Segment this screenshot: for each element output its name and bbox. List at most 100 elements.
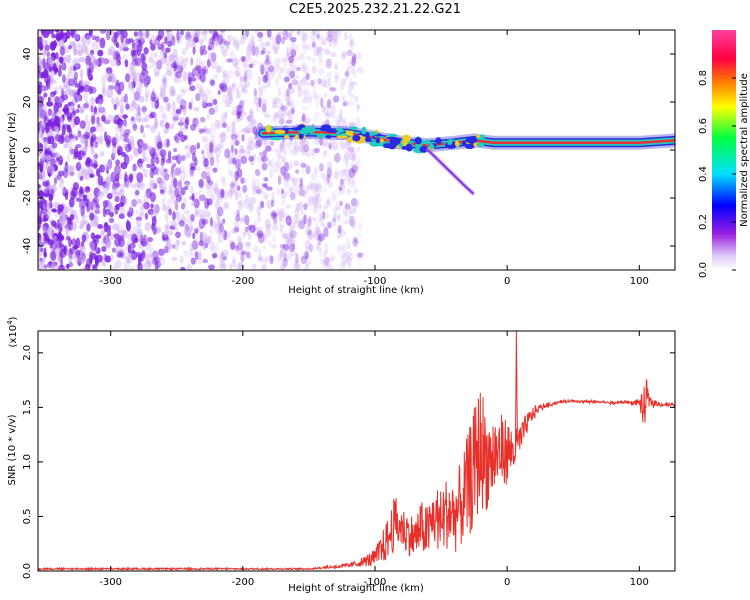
spectrogram-noise-cell — [237, 238, 243, 244]
spectrogram-noise-cell — [47, 96, 52, 103]
spectrogram-noise-cell — [332, 30, 340, 34]
spectrogram-noise-cell — [168, 208, 172, 216]
spectrogram-noise-cell — [354, 157, 361, 162]
spectrogram-noise-cell — [117, 90, 122, 96]
spectrogram-noise-cell — [277, 147, 283, 156]
spectrogram-noise-cell — [287, 109, 292, 121]
spectrogram-noise-cell — [311, 30, 316, 36]
spectrogram-noise-cell — [167, 40, 173, 48]
spectrogram-noise-cell — [78, 56, 85, 63]
spectrogram-noise-cell — [207, 45, 212, 51]
spectrogram-noise-cell — [243, 98, 247, 104]
spectrogram-noise-cell — [134, 57, 142, 67]
spectrogram-noise-cell — [283, 76, 290, 83]
spectrogram-noise-cell — [90, 232, 96, 240]
spectrogram-noise-cell — [79, 175, 84, 181]
spectrogram-noise-cell — [214, 119, 221, 129]
spectrogram-noise-cell — [142, 132, 146, 139]
spectrogram-noise-cell — [39, 260, 45, 265]
spectrogram-noise-cell — [225, 98, 231, 108]
spectrogram-noise-cell — [177, 121, 185, 126]
spectrogram-noise-cell — [163, 96, 169, 103]
spectrogram-noise-cell — [219, 40, 226, 50]
spectrogram-noise-cell — [160, 50, 165, 56]
spectrogram-noise-cell — [135, 87, 140, 95]
spectrogram-noise-cell — [135, 216, 143, 221]
spectrogram-noise-cell — [310, 30, 317, 41]
spectrogram-noise-cell — [174, 201, 179, 211]
spectrogram-noise-cell — [291, 105, 296, 115]
spectrogram-noise-cell — [38, 94, 42, 105]
spectrogram-noise-cell — [265, 224, 272, 229]
spectrogram-noise-cell — [65, 54, 72, 64]
spectrogram-noise-cell — [43, 264, 48, 269]
spectrogram-noise-cell — [317, 46, 324, 53]
spectrogram-noise-cell — [237, 190, 243, 199]
spectrogram-noise-cell — [38, 127, 44, 137]
snr-y-label: SNR (10 * v/v) — [7, 414, 18, 485]
spectrogram-noise-cell — [125, 256, 130, 263]
spectrogram-noise-cell — [107, 114, 114, 122]
spectrogram-noise-cell — [266, 30, 272, 38]
spectrogram-noise-cell — [185, 180, 190, 189]
spectrogram-noise-cell — [141, 105, 147, 111]
spectrogram-noise-cell — [236, 72, 242, 78]
spectrogram-noise-cell — [65, 189, 69, 196]
spectrogram-noise-cell — [144, 71, 148, 81]
spectrogram-noise-cell — [249, 224, 256, 234]
spectrogram-noise-cell — [221, 122, 228, 129]
spectrogram-noise-cell — [149, 35, 157, 44]
spectrogram-noise-cell — [144, 93, 148, 103]
spectrogram-noise-cell — [168, 244, 173, 250]
spectrogram-noise-cell — [43, 116, 50, 127]
spectrogram-noise-cell — [306, 217, 312, 226]
spectrogram-noise-cell — [68, 134, 75, 140]
spectrogram-noise-cell — [312, 202, 318, 214]
spectrogram-noise-cell — [198, 194, 203, 203]
spectrogram-noise-cell — [302, 86, 308, 97]
spectrogram-noise-cell — [103, 119, 111, 125]
spectrogram-noise-cell — [88, 30, 93, 37]
spectrogram-noise-cell — [154, 52, 158, 59]
spectrogram-noise-cell — [217, 90, 221, 95]
snr-line — [38, 331, 675, 571]
spectrogram-noise-cell — [324, 227, 329, 238]
snr-y-tick-label: 1.0 — [22, 454, 33, 470]
spectrogram-noise-cell — [339, 181, 346, 191]
spectrogram-noise-cell — [209, 79, 216, 87]
spectrogram-noise-cell — [236, 262, 243, 270]
spectrogram-noise-cell — [333, 213, 337, 222]
spectrogram-noise-cell — [261, 84, 268, 89]
spectrogram-noise-cell — [169, 169, 176, 179]
spectrogram-noise-cell — [228, 158, 234, 165]
spectrogram-noise-cell — [202, 237, 209, 249]
spectrogram-noise-cell — [248, 119, 253, 130]
spectrogram-noise-cell — [183, 99, 188, 106]
spectrogram-noise-cell — [132, 124, 138, 129]
spectrogram-noise-cell — [208, 30, 213, 35]
spectrogram-noise-cell — [298, 217, 304, 224]
spectrogram-noise-cell — [288, 55, 295, 64]
spectrogram-noise-cell — [254, 168, 261, 177]
spectrogram-noise-cell — [313, 78, 319, 85]
spectrogram-noise-cell — [120, 80, 124, 91]
spectrogram-noise-cell — [295, 44, 299, 53]
spectrogram-noise-cell — [351, 153, 357, 163]
spectrogram-noise-cell — [247, 136, 255, 144]
spectrogram-noise-cell — [186, 103, 191, 110]
spectrogram-noise-cell — [203, 234, 208, 242]
spectrogram-noise-cell — [334, 62, 338, 70]
spectrogram-noise-cell — [318, 56, 322, 67]
spectrogram-noise-cell — [41, 85, 48, 92]
spectrogram-noise-cell — [138, 212, 146, 218]
spectrogram-noise-cell — [38, 94, 42, 101]
spectrogram-noise-cell — [72, 33, 80, 41]
spectrogram-noise-cell — [190, 57, 194, 66]
spectrogram-noise-cell — [244, 198, 250, 210]
spectrogram-noise-cell — [86, 186, 90, 191]
spectrogram-noise-cell — [313, 147, 320, 154]
spectrogram-noise-cell — [206, 175, 211, 184]
spectrogram-noise-cell — [118, 229, 125, 237]
spectrogram-noise-cell — [63, 133, 69, 138]
spectrogram-noise-cell — [327, 30, 334, 38]
